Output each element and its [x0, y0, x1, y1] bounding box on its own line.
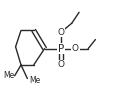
Text: O: O — [57, 60, 64, 69]
Text: Me: Me — [3, 71, 15, 80]
Text: Me: Me — [29, 76, 40, 85]
Text: P: P — [58, 44, 64, 54]
Text: O: O — [57, 28, 64, 37]
Text: O: O — [72, 44, 79, 53]
